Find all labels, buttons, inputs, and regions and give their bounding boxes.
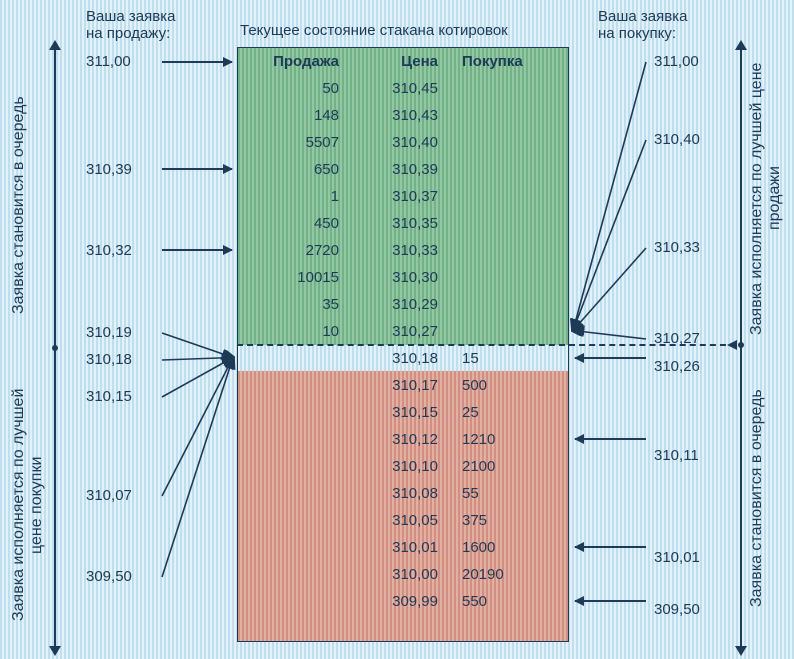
diagonal-lines bbox=[0, 0, 794, 659]
